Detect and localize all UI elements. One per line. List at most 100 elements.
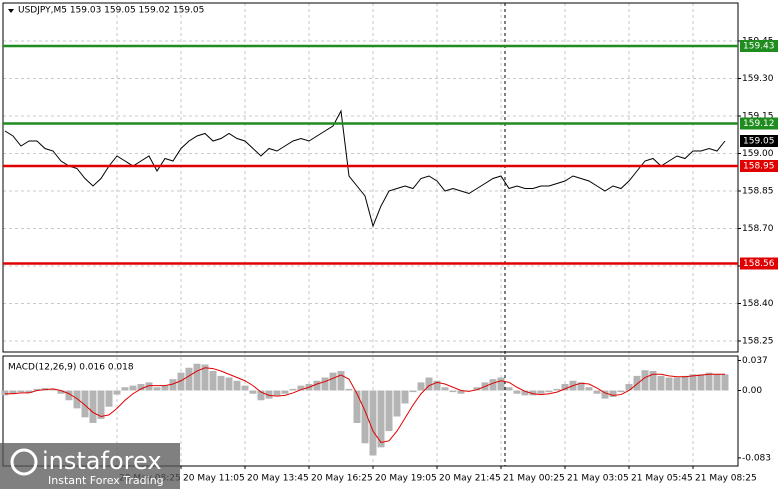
x-tick-label: 21 May 00:25 [503,474,565,484]
macd-bar [225,377,233,391]
macd-bar [257,390,265,401]
macd-bar [625,384,633,391]
macd-bar [665,377,673,391]
macd-bar [369,390,377,456]
macd-bar [321,377,329,391]
watermark-brand: instaforex [42,447,162,475]
macd-bar [425,377,433,391]
macd-bar [177,372,185,391]
macd-bar [73,390,81,409]
macd-bar [1,390,9,396]
macd-bar [449,390,457,393]
level-label: 158.56 [743,259,775,269]
macd-bar [49,388,57,391]
x-tick-label: 20 May 19:05 [375,474,437,484]
level-label: 159.43 [743,42,775,52]
macd-bar [649,371,657,391]
chart-title: USDJPY,M5 159.03 159.05 159.02 159.05 [18,6,204,16]
macd-bar [393,390,401,417]
price-tag [740,135,778,147]
macd-bar [505,387,513,391]
y-tick-label: 158.70 [742,224,774,234]
y-tick-label: 158.25 [742,337,774,347]
macd-bar [441,387,449,391]
watermark-logo [10,448,38,476]
macd-bar [673,377,681,391]
macd-bar [121,387,129,391]
price-label: 159.05 [743,137,775,147]
macd-bar [153,387,161,391]
y-tick-label: -0.083 [742,453,771,463]
macd-title: MACD(12,26,9) 0.016 0.018 [8,363,134,373]
macd-bar [137,384,145,391]
watermark: instaforex Instant Forex Trading [0,443,180,489]
macd-bar [561,384,569,391]
macd-bar [521,390,529,396]
macd-bar [633,375,641,391]
y-tick-label: 159.15 [742,112,774,122]
macd-bar [585,387,593,391]
price-line [4,109,726,228]
macd-bar [217,375,225,391]
x-tick-label: 20 May 16:25 [311,474,373,484]
macd-bar [169,379,177,391]
menu-arrow [8,9,14,13]
macd-bar [713,374,721,391]
y-tick-label: 158.85 [742,187,774,197]
macd-bar [297,385,305,391]
macd-bar [337,371,345,391]
macd-bar [537,390,545,394]
x-tick-label: 20 May 11:05 [183,474,245,484]
main-frame [2,2,739,353]
macd-bar [473,387,481,391]
macd-bar [593,390,601,394]
y-tick-label: 0.00 [742,386,762,396]
macd-bar [97,390,105,419]
macd-bar [601,390,609,399]
macd-bar [553,388,561,391]
macd-bar [81,390,89,418]
macd-bar [689,374,697,391]
macd-bar [129,385,137,391]
macd-bar [697,374,705,391]
macd-bar [105,390,113,407]
macd-bar [361,390,369,444]
macd-bar [657,375,665,391]
macd-bar [457,390,465,394]
x-tick-label: 20 May 13:45 [247,474,309,484]
macd-bar [529,390,537,396]
macd-bar [193,363,201,391]
macd-bar [377,390,385,448]
macd-bar [25,390,33,393]
macd-bar [329,372,337,391]
macd-bar [545,390,553,393]
level-label: 158.95 [743,162,775,172]
macd-bar [233,380,241,391]
macd-bar [409,390,417,393]
x-tick-label: 20 May 21:45 [439,474,501,484]
x-tick-label: 21 May 03:05 [567,474,629,484]
macd-bar [17,390,25,393]
macd-bar [89,390,97,423]
signal-line [5,367,725,444]
macd-bar [433,380,441,391]
y-tick-label: 0.037 [742,356,768,366]
macd-bar [241,385,249,391]
macd-bar [57,390,65,394]
level-tag [740,257,778,270]
macd-bar [641,370,649,391]
macd-bar [577,382,585,391]
macd-bar [161,385,169,391]
x-tick-label: 21 May 05:45 [631,474,693,484]
macd-bar [265,390,273,399]
y-tick-label: 159.00 [742,149,774,159]
macd-bar [289,388,297,391]
macd-bar [353,390,361,423]
macd-bar [465,390,473,392]
macd-bar [113,390,121,395]
x-tick-label: 21 May 08:25 [695,474,757,484]
macd-bar [273,390,281,396]
macd-frame [2,355,739,467]
macd-bar [681,375,689,391]
